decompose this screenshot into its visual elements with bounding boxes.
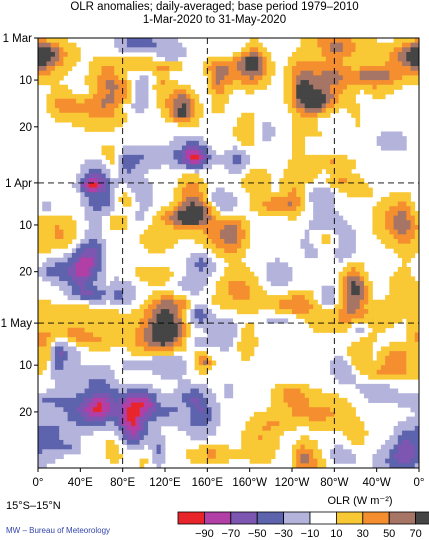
colorbar-tick-label: 70 [409,528,421,540]
colorbar-swatch [388,511,417,525]
colorbar-swatch [415,511,429,525]
colorbar-tick-label: 30 [357,528,369,540]
colorbar-swatch [256,511,285,525]
anomaly-field [38,38,420,469]
colorbar-swatch [230,511,258,525]
y-axis: 1 Mar 10 20 1 Apr 10 20 1 May 10 20 [1,33,38,419]
credit-label: MW – Bureau of Meteorology [6,526,111,535]
y-tick-label: 10 [19,75,32,87]
x-tick-label: 40°W [363,477,391,489]
colorbar-label: OLR (W m⁻²) [327,495,393,507]
region-label: 15°S–15°N [6,500,61,512]
chart-title: OLR anomalies; daily-averaged; base peri… [70,1,359,13]
y-tick-label: 1 Apr [5,178,32,190]
y-tick-label: 1 Mar [3,33,33,45]
colorbar-swatch [309,511,337,525]
colorbar-tick-label: −90 [195,528,214,540]
x-tick-label: 160°E [192,477,224,489]
x-axis: 0° 40°E 80°E 120°E 160°E 160°W 120°W 80°W 40°W 0° [33,468,425,489]
colorbar-swatch [177,511,205,525]
colorbar: −90 −70 −50 −30 −10 10 30 50 70 [177,511,429,540]
colorbar-tick-label: −70 [221,528,240,540]
plot-frame [37,37,420,469]
colorbar-tick-label: 10 [330,528,342,540]
colorbar-tick-label: 50 [383,528,395,540]
colorbar-tick-label: −30 [274,528,293,540]
x-tick-label: 160°W [232,477,267,489]
x-tick-label: 120°W [275,477,310,489]
chart-subtitle: 1-Mar-2020 to 31-May-2020 [142,14,287,26]
x-tick-label: 120°E [149,477,181,489]
y-tick-label: 10 [19,220,32,232]
x-tick-label: 80°E [110,477,135,489]
y-tick-label: 20 [19,122,32,134]
y-tick-label: 20 [19,267,32,279]
x-tick-label: 0° [414,477,425,489]
y-tick-label: 20 [19,407,32,419]
colorbar-swatch [362,511,390,525]
colorbar-swatch [283,511,311,525]
y-tick-label: 10 [19,360,32,372]
x-tick-label: 80°W [320,477,348,489]
y-tick-label: 1 May [1,318,33,330]
x-tick-label: 40°E [68,477,93,489]
colorbar-swatch [335,511,364,525]
x-tick-label: 0° [33,477,44,489]
colorbar-tick-label: −50 [248,528,267,540]
colorbar-tick-label: −10 [301,528,320,540]
colorbar-swatch [203,511,232,525]
dashed-grid [38,38,419,468]
